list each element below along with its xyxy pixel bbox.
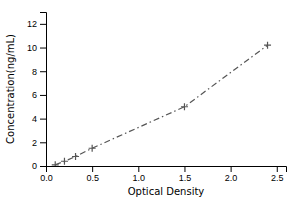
y-axis-tick: 6	[32, 90, 46, 100]
y-axis-tick-mark	[40, 95, 46, 96]
x-axis-tick-label: 0.0	[40, 173, 53, 183]
x-axis-tick: 1.5	[179, 166, 192, 183]
y-axis-tick: 8	[32, 67, 46, 77]
x-axis-tick-mark	[184, 166, 185, 172]
y-axis-tick-label: 4	[32, 114, 37, 124]
point	[52, 161, 59, 166]
y-axis-tick-mark	[40, 48, 46, 49]
x-axis-tick-mark	[92, 166, 93, 172]
point	[89, 145, 96, 152]
y-axis-tick-label: 8	[32, 67, 37, 77]
y-axis-tick-mark	[40, 142, 46, 143]
y-axis-tick-label: 12	[27, 19, 37, 29]
x-axis-tick-mark	[231, 166, 232, 172]
x-axis-tick: 2.0	[225, 166, 238, 183]
x-axis-line	[47, 167, 287, 173]
marks	[52, 42, 271, 166]
y-axis-tick-mark	[40, 24, 46, 25]
y-axis-tick-mark	[40, 119, 46, 120]
line	[55, 45, 267, 165]
x-axis-tick: 1.0	[133, 166, 146, 183]
x-axis-tick-label: 1.5	[179, 173, 192, 183]
y-axis-tick: 12	[27, 19, 46, 29]
y-axis-tick: 0	[32, 161, 46, 171]
point	[72, 153, 79, 160]
y-axis-tick: 2	[32, 138, 46, 148]
y-axis-line	[40, 13, 47, 167]
x-axis-tick-label: 1.0	[133, 173, 146, 183]
y-axis-tick-label: 2	[32, 138, 37, 148]
y-axis-tick-label: 6	[32, 90, 37, 100]
y-axis-tick: 10	[27, 43, 46, 53]
plot: 0.0 0.5 1.0 1.5 2.0 2.5 0 2 4 6 8 10 12	[27, 13, 287, 184]
point	[61, 158, 68, 165]
x-axis-tick-label: 2.5	[271, 173, 284, 183]
y-axis-tick-label: 10	[27, 43, 37, 53]
y-axis: 0 2 4 6 8 10 12	[27, 13, 47, 172]
y-axis-tick-mark	[40, 71, 46, 72]
y-axis-tick-mark	[40, 166, 46, 167]
x-axis-tick: 0.0	[40, 166, 53, 183]
x-axis-tick: 0.5	[86, 166, 99, 183]
x-axis-tick-mark	[138, 166, 139, 172]
x-axis-tick-label: 0.5	[86, 173, 99, 183]
x-axis-title: Optical Density	[128, 186, 205, 197]
x-axis: 0.0 0.5 1.0 1.5 2.0 2.5	[40, 166, 286, 183]
y-axis-title: Concentration(ng/mL)	[5, 34, 16, 144]
y-axis-tick: 4	[32, 114, 46, 124]
y-axis-tick-label: 0	[32, 161, 37, 171]
x-axis-tick-mark	[277, 166, 278, 172]
x-axis-tick-label: 2.0	[225, 173, 238, 183]
chart: 0.0 0.5 1.0 1.5 2.0 2.5 0 2 4 6 8 10 12 Optical Densi…	[0, 0, 300, 200]
x-axis-tick: 2.5	[271, 166, 284, 183]
point	[264, 42, 271, 49]
point	[181, 103, 188, 110]
